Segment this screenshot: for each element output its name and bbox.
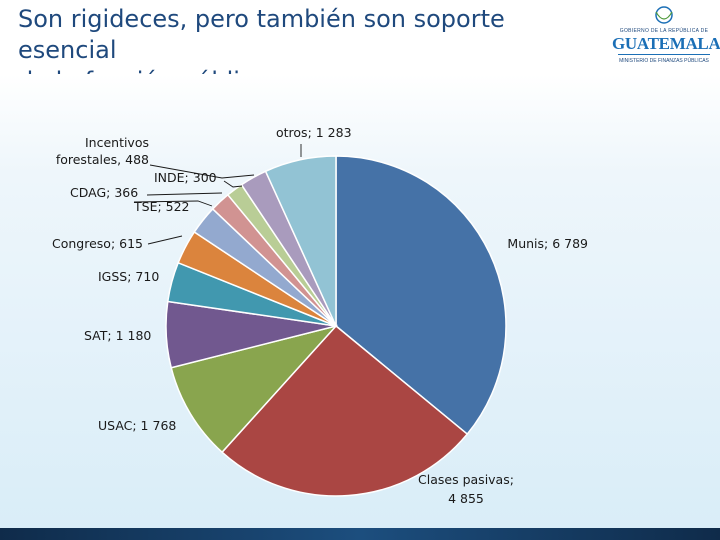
- coat-of-arms-laurel: [655, 11, 673, 20]
- pie-slice-munis: [335, 155, 507, 436]
- guatemala-logo: GOBIERNO DE LA REPÚBLICA DE GUATEMALA MI…: [612, 6, 720, 68]
- slide-header: Son rigideces, pero también son soporte …: [0, 0, 720, 95]
- logo-ministry-text: MINISTERIO DE FINANZAS PÚBLICAS: [619, 58, 709, 64]
- pie-label-clases-pasivas: Clases pasivas; 4 855: [418, 472, 514, 506]
- pie-label-otros: otros; 1 283: [276, 125, 352, 140]
- leader-line-inde: [223, 180, 243, 188]
- pie-labels: Munis; 6 789 Clases pasivas; 4 855 USAC; 1 …: [52, 125, 588, 506]
- pie-label-igss: IGSS; 710: [98, 269, 159, 284]
- leader-lines: [133, 144, 302, 245]
- pie-label-inde: INDE; 300: [154, 170, 217, 185]
- footer-bar: [0, 528, 720, 540]
- leader-line-cdag: [146, 192, 223, 196]
- pie-slices: [165, 155, 507, 497]
- logo-divider: [618, 54, 710, 55]
- coat-of-arms-emblem: [655, 6, 673, 24]
- logo-country-name: GUATEMALA: [612, 34, 720, 53]
- pie-label-cdag: CDAG; 366: [70, 185, 138, 200]
- slide-title-line1: Son rigideces, pero también son soporte …: [18, 5, 505, 64]
- pie-label-munis: Munis; 6 789: [507, 236, 588, 251]
- pie-label-incentivos-forestales: Incentivos forestales, 488: [56, 135, 149, 167]
- logo-government-text: GOBIERNO DE LA REPÚBLICA DE: [619, 28, 709, 34]
- pie-slice-clases-pasivas: [221, 324, 469, 497]
- pie-label-congreso: Congreso; 615: [52, 236, 143, 251]
- pie-label-sat: SAT; 1 180: [84, 328, 151, 343]
- pie-label-usac: USAC; 1 768: [98, 418, 176, 433]
- pie-label-tse: TSE; 522: [133, 199, 190, 214]
- leader-line-tse: [133, 200, 213, 207]
- pie-slice-otros: [264, 155, 337, 327]
- leader-line-incentivos-forestales: [149, 164, 255, 179]
- coat-of-arms-icon: [655, 6, 673, 24]
- leader-line-congreso: [147, 235, 183, 245]
